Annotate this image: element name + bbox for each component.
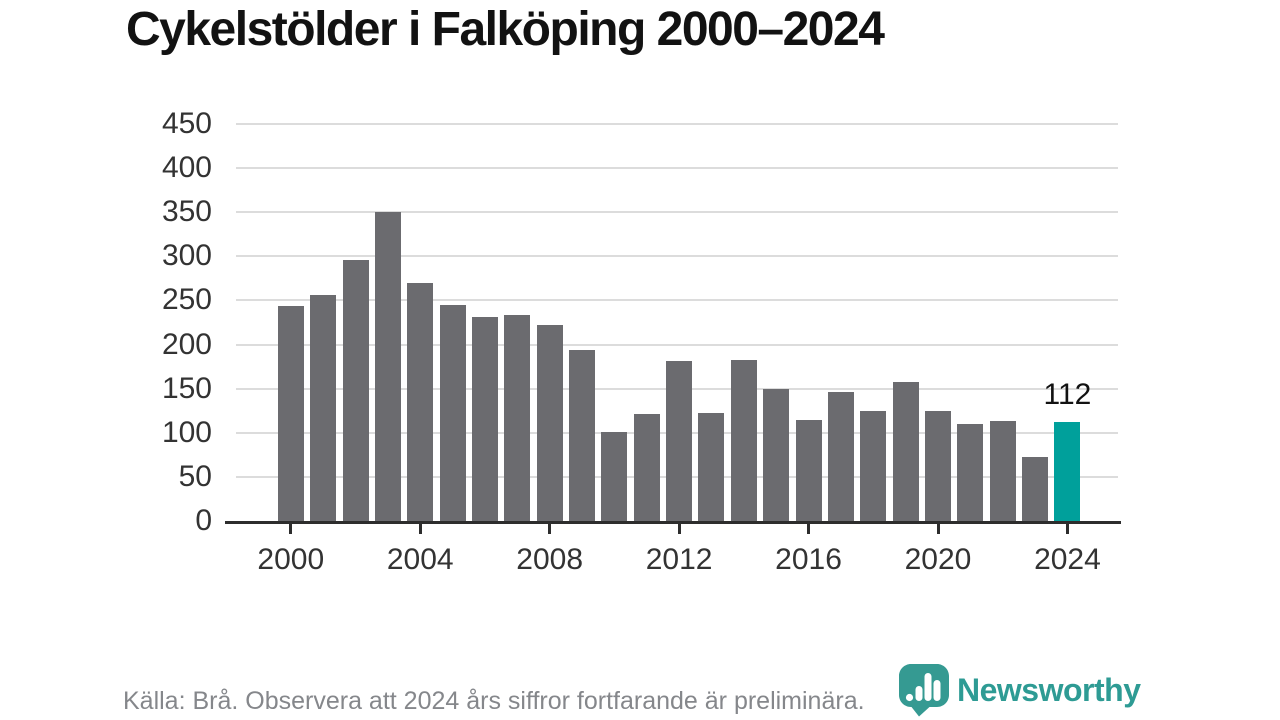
bar-2000 [277,305,304,521]
bar-2017 [827,392,854,521]
gridline-y-300 [236,255,1118,258]
y-axis-label: 450 [161,107,212,140]
x-axis-tick-2008 [548,524,552,534]
bar-2014 [730,360,757,521]
y-axis-label: 400 [161,151,212,185]
bar-2010 [601,431,628,521]
x-axis-label-2016: 2016 [775,543,842,576]
bar-2019 [892,381,919,521]
chart-title: Cykelstölder i Falköping 2000–2024 [126,3,885,56]
bar-2015 [763,388,790,521]
x-axis-tick-2012 [677,524,681,534]
bar-2006 [471,317,498,521]
newsworthy-logo-icon [899,664,949,717]
y-axis: 0 50 100 150 200 250 300 350 400 450 [0,107,212,537]
plot-area: 2000 2004 2008 2012 2016 2020 2024 112 [225,123,1121,576]
gridline-y-350 [236,211,1118,214]
bar-2016 [795,420,822,521]
y-axis-label: 150 [161,371,212,405]
bar-2020 [925,410,951,521]
bar-2023 [1022,457,1049,521]
x-axis-label-2012: 2012 [645,543,713,576]
bar-2004 [407,282,434,521]
gridline-y-450 [236,123,1118,125]
newsworthy-logo: Newsworthy [898,662,1141,718]
bar-2002 [342,259,369,521]
gridline-y-250 [236,299,1118,302]
bar-2009 [569,349,596,521]
x-axis-label-2020: 2020 [904,543,972,576]
x-axis-label-2004: 2004 [386,543,454,576]
bar-2012 [666,361,693,521]
bar-2003 [374,212,401,521]
bar-2011 [633,414,660,521]
bar-2005 [439,304,466,521]
bar-2001 [310,295,337,521]
x-axis-tick-2024 [1065,524,1069,534]
x-axis-tick-2016 [807,524,811,534]
y-axis-label: 200 [161,327,212,361]
bar-2024 [1054,422,1081,521]
y-axis-label: 300 [161,239,212,273]
source-note: Källa: Brå. Observera att 2024 års siffr… [123,687,865,715]
x-axis-label-2000: 2000 [257,543,325,576]
bar-2018 [860,410,887,521]
x-axis-label-2024: 2024 [1034,543,1101,576]
x-axis-tick-2004 [418,524,422,534]
bar-2022 [989,421,1016,521]
bar-2008 [536,325,563,521]
newsworthy-wordmark: Newsworthy [957,671,1141,708]
bar-2013 [698,413,725,521]
bar-2007 [504,315,531,521]
gridline-y-400 [236,167,1118,170]
x-axis-tick-2020 [936,524,940,534]
y-axis-label: 100 [161,415,212,449]
x-axis-label-2008: 2008 [516,543,584,576]
x-axis-tick-2000 [289,524,293,534]
gridline-y-200 [236,343,1118,346]
bar-2021 [957,423,984,521]
x-axis-line [225,521,1121,524]
y-axis-label: 50 [178,459,212,493]
bar-value-label: 112 [1043,378,1092,412]
y-axis-label: 350 [161,195,212,229]
y-axis-label: 250 [161,283,212,317]
y-axis-label: 0 [195,504,212,537]
